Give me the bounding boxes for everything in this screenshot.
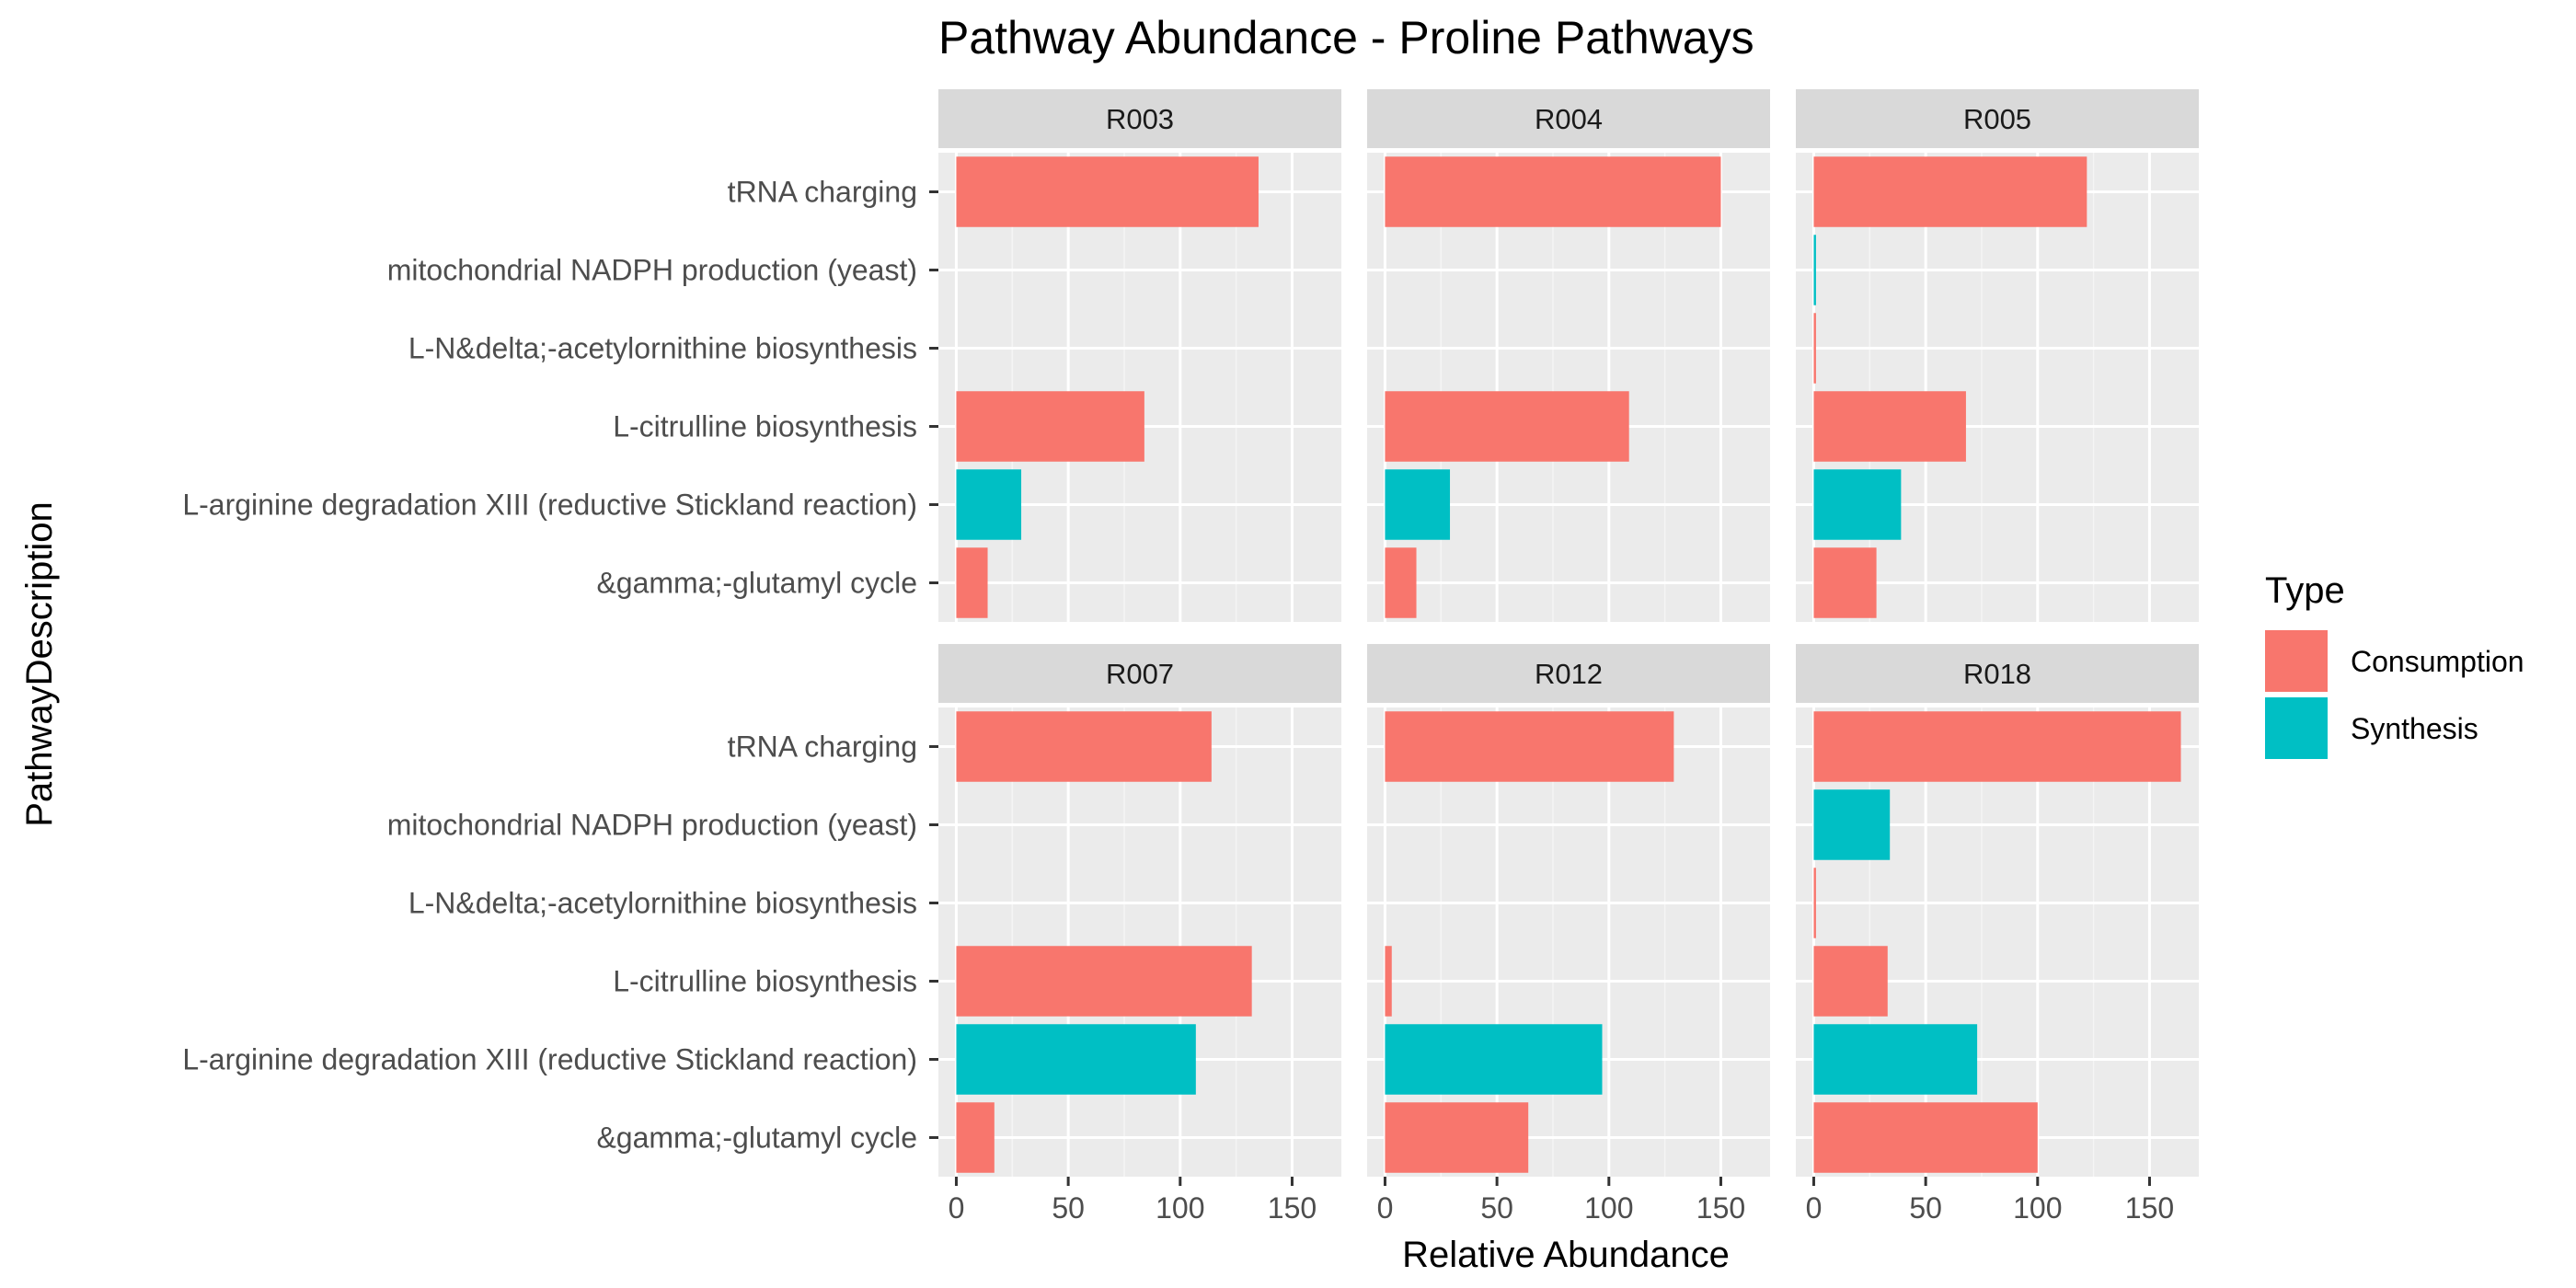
panel-background bbox=[938, 153, 1341, 622]
x-tick-label: 150 bbox=[2125, 1191, 2174, 1225]
bar-r003-l-arginine-degradation-xiii-reductive-stickland-reaction bbox=[956, 469, 1022, 540]
y-tick-label: L-N&delta;-acetylornithine biosynthesis bbox=[408, 332, 917, 365]
bar-r003-trna-charging bbox=[956, 156, 1259, 227]
bar-r007-l-citrulline-biosynthesis bbox=[956, 946, 1252, 1017]
bar-r004-trna-charging bbox=[1385, 156, 1721, 227]
bar-r005-mitochondrial-nadph-production-yeast bbox=[1813, 235, 1816, 305]
bar-r004-l-arginine-degradation-xiii-reductive-stickland-reaction bbox=[1385, 469, 1451, 540]
x-tick-label: 50 bbox=[1052, 1191, 1085, 1225]
y-tick-label: L-citrulline biosynthesis bbox=[613, 965, 917, 998]
panel-r005: R005 bbox=[1796, 89, 2199, 622]
y-tick-label: tRNA charging bbox=[728, 176, 917, 209]
legend: Type Consumption Synthesis bbox=[2265, 570, 2524, 759]
x-tick-label: 100 bbox=[2013, 1191, 2062, 1225]
strip-r012 bbox=[1367, 644, 1770, 703]
strip-label-r018: R018 bbox=[1963, 658, 2031, 690]
x-tick-label: 0 bbox=[1377, 1191, 1394, 1225]
y-tick-label: &gamma;-glutamyl cycle bbox=[596, 567, 917, 600]
panel-r003: R003 tRNA charging mitochondrial NADPH pro… bbox=[182, 89, 1341, 622]
bar-r012-glutamyl-cycle bbox=[1385, 1102, 1529, 1173]
strip-label-r012: R012 bbox=[1535, 658, 1603, 690]
chart-title: Pathway Abundance - Proline Pathways bbox=[938, 12, 1754, 63]
bar-r007-glutamyl-cycle bbox=[956, 1102, 995, 1173]
strip-label-r005: R005 bbox=[1963, 103, 2031, 135]
x-tick-label: 100 bbox=[1584, 1191, 1633, 1225]
facet-panels: R003 tRNA charging mitochondrial NADPH pro… bbox=[182, 89, 2199, 1225]
bar-r005-l-arginine-degradation-xiii-reductive-stickland-reaction bbox=[1813, 469, 1902, 540]
bar-r018-l-arginine-degradation-xiii-reductive-stickland-reaction bbox=[1813, 1024, 1978, 1095]
bar-r004-glutamyl-cycle bbox=[1385, 547, 1417, 618]
x-tick-label: 0 bbox=[949, 1191, 965, 1225]
bar-r018-mitochondrial-nadph-production-yeast bbox=[1813, 789, 1891, 860]
y-tick-label: mitochondrial NADPH production (yeast) bbox=[387, 254, 917, 287]
bar-r007-trna-charging bbox=[956, 711, 1212, 782]
strip-r003 bbox=[938, 89, 1341, 148]
panel-r012: R012 0 50 100 150 bbox=[1367, 644, 1770, 1225]
bar-r004-l-citrulline-biosynthesis bbox=[1385, 391, 1629, 462]
x-tick-label: 150 bbox=[1696, 1191, 1745, 1225]
panel-r018: R018 0 50 100 150 bbox=[1796, 644, 2199, 1225]
x-tick-label: 150 bbox=[1268, 1191, 1317, 1225]
strip-label-r003: R003 bbox=[1106, 103, 1174, 135]
bar-r007-l-arginine-degradation-xiii-reductive-stickland-reaction bbox=[956, 1024, 1196, 1095]
panel-r004: R004 bbox=[1367, 89, 1770, 622]
strip-r018 bbox=[1796, 644, 2199, 703]
legend-key-consumption bbox=[2265, 630, 2328, 692]
bar-r012-l-citrulline-biosynthesis bbox=[1385, 946, 1392, 1017]
strip-r004 bbox=[1367, 89, 1770, 148]
x-tick-label: 0 bbox=[1806, 1191, 1823, 1225]
bar-r018-trna-charging bbox=[1813, 711, 2181, 782]
strip-r007 bbox=[938, 644, 1341, 703]
y-tick-label: L-arginine degradation XIII (reductive S… bbox=[182, 1043, 917, 1076]
bar-r003-glutamyl-cycle bbox=[956, 547, 988, 618]
bar-r018-glutamyl-cycle bbox=[1813, 1102, 2038, 1173]
panel-background bbox=[1367, 153, 1770, 622]
x-tick-label: 50 bbox=[1909, 1191, 1942, 1225]
y-tick-label: L-arginine degradation XIII (reductive S… bbox=[182, 489, 917, 522]
y-tick-label: L-N&delta;-acetylornithine biosynthesis bbox=[408, 887, 917, 920]
x-tick-label: 50 bbox=[1480, 1191, 1513, 1225]
legend-key-synthesis bbox=[2265, 697, 2328, 759]
legend-label-synthesis: Synthesis bbox=[2351, 712, 2478, 745]
legend-title: Type bbox=[2265, 570, 2345, 611]
strip-r005 bbox=[1796, 89, 2199, 148]
bar-r012-l-arginine-degradation-xiii-reductive-stickland-reaction bbox=[1385, 1024, 1603, 1095]
x-tick-label: 100 bbox=[1156, 1191, 1204, 1225]
bar-r018-l-n-acetylornithine-biosynthesis bbox=[1813, 868, 1816, 938]
y-tick-label: &gamma;-glutamyl cycle bbox=[596, 1121, 917, 1155]
panel-background bbox=[1796, 153, 2199, 622]
y-axis-title: PathwayDescription bbox=[19, 501, 60, 827]
bar-r012-trna-charging bbox=[1385, 711, 1674, 782]
strip-label-r007: R007 bbox=[1106, 658, 1174, 690]
strip-label-r004: R004 bbox=[1535, 103, 1603, 135]
panel-background bbox=[938, 707, 1341, 1177]
bar-r018-l-citrulline-biosynthesis bbox=[1813, 946, 1888, 1017]
y-tick-label: L-citrulline biosynthesis bbox=[613, 410, 917, 443]
bar-r005-glutamyl-cycle bbox=[1813, 547, 1877, 618]
panel-r007: R007 tRNA charging mitochondrial NADPH pro… bbox=[182, 644, 1341, 1225]
panel-background bbox=[1367, 707, 1770, 1177]
bar-r005-trna-charging bbox=[1813, 156, 2087, 227]
y-tick-label: tRNA charging bbox=[728, 730, 917, 764]
bar-r005-l-n-acetylornithine-biosynthesis bbox=[1813, 313, 1816, 384]
x-axis-title: Relative Abundance bbox=[1402, 1235, 1730, 1275]
panel-background bbox=[1796, 707, 2199, 1177]
y-tick-label: mitochondrial NADPH production (yeast) bbox=[387, 809, 917, 842]
bar-r005-l-citrulline-biosynthesis bbox=[1813, 391, 1966, 462]
legend-label-consumption: Consumption bbox=[2351, 645, 2524, 678]
bar-r003-l-citrulline-biosynthesis bbox=[956, 391, 1144, 462]
